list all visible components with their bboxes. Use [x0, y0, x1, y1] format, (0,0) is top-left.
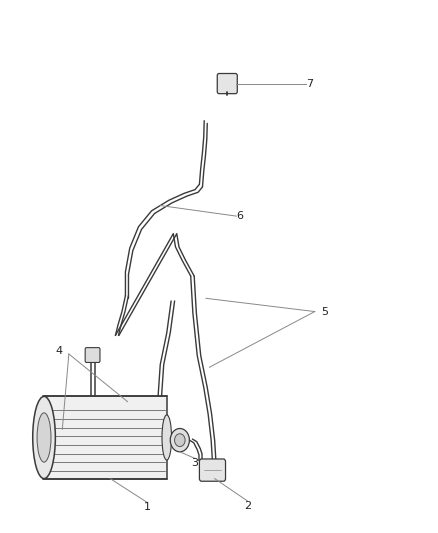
Text: 6: 6 — [237, 211, 244, 221]
Text: 7: 7 — [306, 78, 313, 88]
Circle shape — [175, 434, 185, 447]
Text: 4: 4 — [55, 346, 62, 357]
FancyBboxPatch shape — [85, 348, 100, 362]
FancyBboxPatch shape — [217, 74, 237, 94]
Text: 2: 2 — [244, 501, 251, 511]
Ellipse shape — [37, 413, 51, 462]
Circle shape — [170, 429, 189, 452]
Text: 5: 5 — [321, 306, 328, 317]
FancyBboxPatch shape — [43, 397, 167, 479]
Text: 1: 1 — [144, 503, 151, 512]
Ellipse shape — [33, 397, 55, 479]
Text: 3: 3 — [191, 458, 198, 469]
FancyBboxPatch shape — [199, 459, 226, 481]
Ellipse shape — [162, 415, 172, 460]
